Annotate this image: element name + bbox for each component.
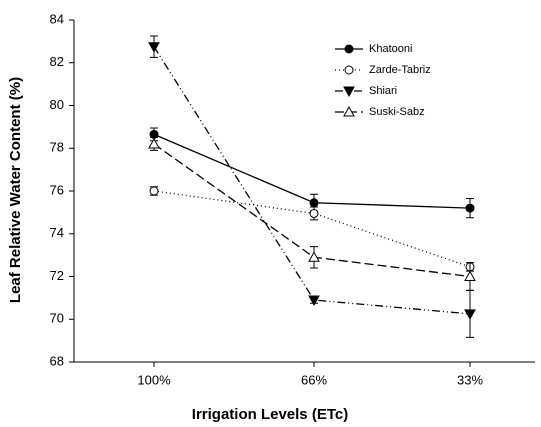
legend-marker: [344, 65, 354, 75]
legend-label: Shiari: [369, 85, 397, 97]
y-tick-label: 76: [50, 182, 64, 197]
legend-marker: [343, 105, 355, 117]
y-tick-label: 78: [50, 140, 64, 155]
legend-label: Khatooni: [369, 43, 412, 55]
x-tick-label: 33%: [457, 372, 483, 387]
legend-marker: [344, 44, 354, 54]
data-point: [464, 270, 476, 281]
series: [148, 35, 476, 338]
legend-marker: [343, 86, 355, 98]
data-point: [149, 186, 159, 196]
data-point: [308, 251, 320, 262]
y-axis-title: Leaf Relative Water Content (%): [7, 77, 24, 303]
x-tick-label: 100%: [137, 372, 171, 387]
legend-label: Zarde-Tabriz: [369, 64, 431, 76]
y-tick-label: 68: [50, 353, 64, 368]
data-point: [148, 137, 160, 149]
y-tick-label: 84: [50, 11, 64, 26]
data-point: [148, 42, 160, 53]
series-line: [153, 46, 471, 315]
data-point: [464, 309, 476, 320]
data-point: [465, 203, 475, 213]
x-tick-label: 66%: [301, 372, 327, 387]
y-tick-label: 82: [50, 54, 64, 69]
data-point: [308, 295, 320, 307]
series: [148, 137, 476, 291]
y-tick-label: 70: [50, 311, 64, 326]
data-point: [309, 198, 319, 208]
data-point: [309, 208, 319, 218]
legend-label: Suski-Sabz: [369, 106, 425, 118]
y-tick-label: 72: [50, 268, 64, 283]
y-tick-label: 74: [50, 225, 64, 240]
series-line: [153, 133, 471, 209]
y-tick-label: 80: [50, 97, 64, 112]
x-axis-title: Irrigation Levels (ETc): [192, 406, 348, 423]
series: [149, 127, 475, 219]
